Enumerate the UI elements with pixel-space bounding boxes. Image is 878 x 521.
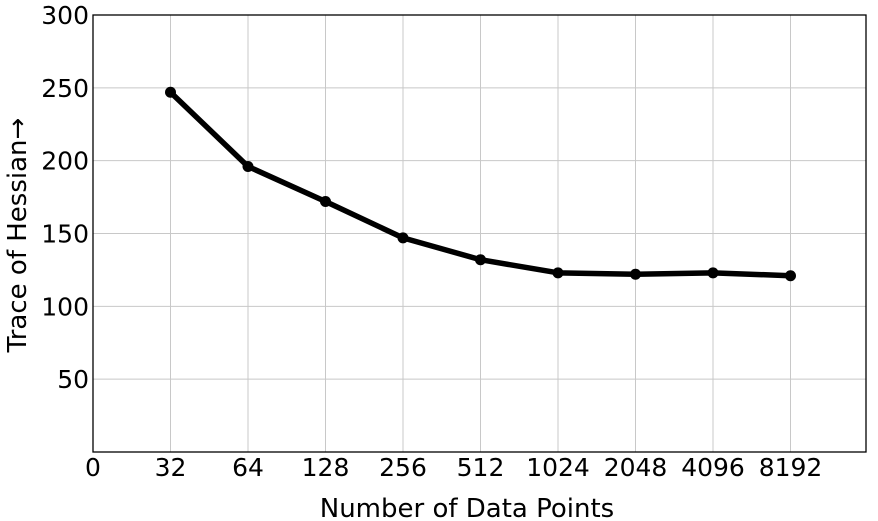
data-point	[707, 267, 719, 279]
data-point	[552, 267, 564, 279]
x-tick-label: 256	[379, 453, 427, 482]
y-axis-title: Trace of Hessian→	[3, 118, 33, 354]
y-tick-label: 250	[41, 74, 89, 103]
x-tick-label: 32	[155, 453, 187, 482]
y-tick-label: 150	[41, 220, 89, 249]
plot-frame	[92, 14, 867, 453]
y-tick-label: 300	[41, 1, 89, 30]
data-point	[242, 160, 254, 172]
y-tick-label: 50	[57, 365, 89, 394]
y-axis-ticks: 50 100 150 200 250 300	[41, 1, 89, 394]
data-point	[165, 86, 176, 98]
data-point	[785, 270, 796, 282]
data-point	[475, 254, 486, 266]
grid	[93, 14, 866, 452]
data-point	[630, 268, 641, 280]
x-axis-title: Number of Data Points	[320, 494, 614, 521]
x-tick-label: 2048	[604, 453, 668, 482]
x-tick-label: 128	[302, 453, 350, 482]
data-point	[320, 195, 331, 207]
x-tick-label: 8192	[759, 453, 823, 482]
x-tick-label: 1024	[526, 453, 590, 482]
series-group	[165, 86, 796, 282]
y-tick-label: 100	[41, 292, 89, 321]
x-tick-label: 512	[457, 453, 505, 482]
y-tick-label: 200	[41, 147, 89, 176]
x-tick-label: 0	[85, 453, 101, 482]
data-point	[397, 232, 409, 244]
x-axis-ticks: 0 32 64 128 256 512 1024 2048 4096 8192	[85, 453, 822, 482]
x-tick-label: 64	[232, 453, 264, 482]
x-tick-label: 4096	[681, 453, 745, 482]
